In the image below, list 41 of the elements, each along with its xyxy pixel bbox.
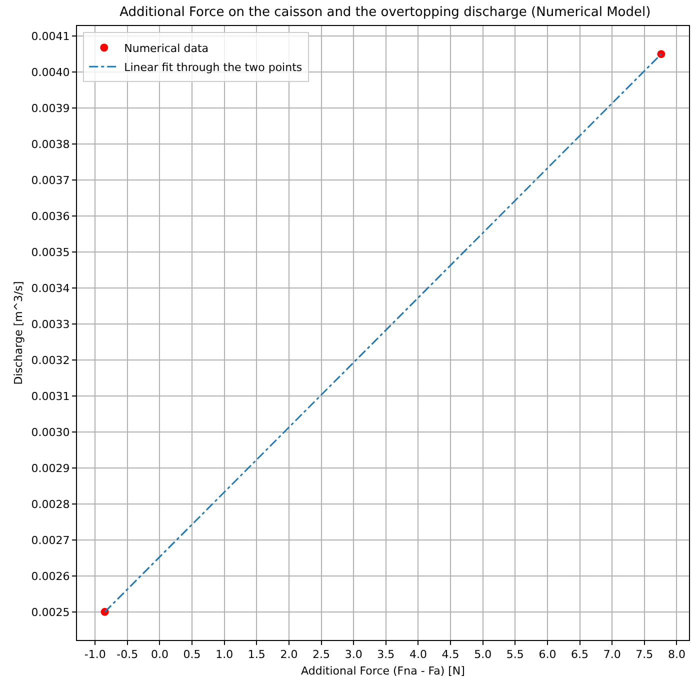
x-tick-label: 8.0 — [668, 648, 686, 662]
y-tick-label: 0.0035 — [31, 246, 70, 259]
chart-title: Additional Force on the caisson and the overtopping discharge (Numerical Model) — [120, 4, 651, 20]
x-tick-label: 2.5 — [312, 648, 330, 662]
y-tick-label: 0.0030 — [31, 426, 70, 439]
y-tick-label: 0.0027 — [31, 534, 70, 547]
y-tick-label: 0.0029 — [31, 462, 70, 475]
legend-label: Numerical data — [124, 42, 209, 55]
x-tick-label: 0.5 — [183, 648, 201, 662]
x-tick-label: 3.0 — [344, 648, 362, 662]
y-tick-label: 0.0026 — [31, 570, 70, 583]
x-axis-title: Additional Force (Fna - Fa) [N] — [301, 664, 465, 678]
x-tick-label: -1.0 — [84, 648, 106, 662]
y-axis-title: Discharge [m^3/s] — [12, 281, 25, 385]
y-tick-label: 0.0032 — [31, 354, 70, 367]
x-tick-label: 5.5 — [506, 648, 524, 662]
x-tick-label: 1.5 — [248, 648, 266, 662]
x-tick-label: 4.5 — [442, 648, 460, 662]
legend-label: Linear fit through the two points — [124, 60, 302, 74]
x-tick-label: 7.5 — [636, 648, 654, 662]
x-tick-label: 1.0 — [216, 648, 234, 662]
x-tick-label: 4.0 — [409, 648, 427, 662]
x-tick-label: 6.0 — [538, 648, 556, 662]
x-tick-label: 0.0 — [150, 648, 168, 662]
y-tick-label: 0.0028 — [31, 498, 70, 511]
x-tick-label: 5.0 — [474, 648, 492, 662]
y-tick-label: 0.0039 — [31, 102, 70, 115]
y-tick-label: 0.0036 — [31, 210, 70, 223]
y-tick-label: 0.0041 — [31, 30, 70, 43]
x-tick-label: -0.5 — [116, 648, 138, 662]
y-tick-label: 0.0037 — [31, 174, 70, 187]
x-tick-label: 3.5 — [377, 648, 395, 662]
x-tick-label: 6.5 — [571, 648, 589, 662]
x-tick-label: 2.0 — [280, 648, 298, 662]
x-tick-label: 7.0 — [603, 648, 621, 662]
y-tick-label: 0.0038 — [31, 138, 70, 151]
y-tick-label: 0.0025 — [31, 606, 70, 619]
y-tick-label: 0.0040 — [31, 66, 70, 79]
y-tick-label: 0.0033 — [31, 318, 70, 331]
y-tick-label: 0.0034 — [31, 282, 70, 295]
y-tick-label: 0.0031 — [31, 390, 70, 403]
